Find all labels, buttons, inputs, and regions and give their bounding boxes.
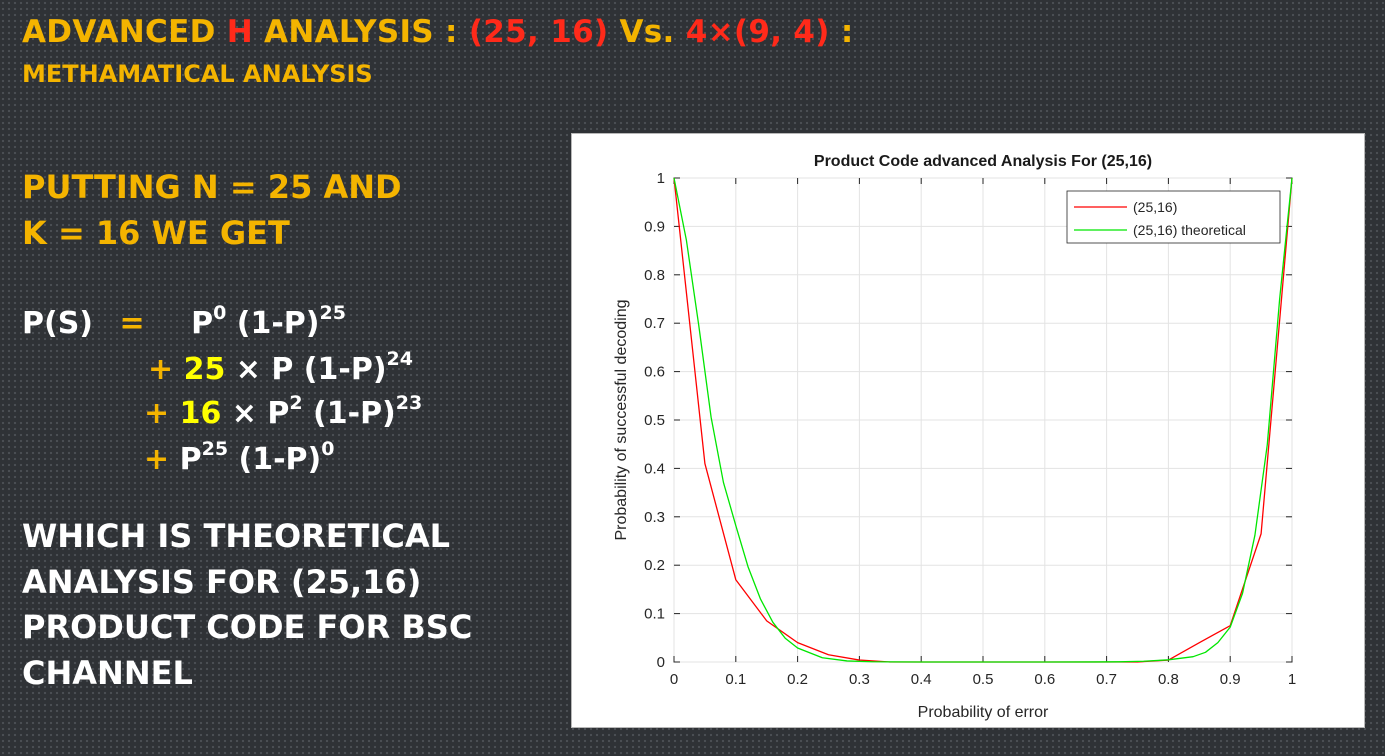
chart-figure: 0 0.1 0.2 0.3 0.4 0.5 0.6 0.7 0.8 0.9 1 0 0.1 0.2 0.3 0… [571,133,1365,728]
title-part: ADVANCED [22,14,227,50]
x-tick-label: 0.1 [725,671,746,688]
x-tick-label: 0.4 [911,671,932,688]
x-tick-label: 0.6 [1034,671,1055,688]
slide-subtitle: METHAMATICAL ANALYSIS [22,60,373,88]
y-tick-label: 0.5 [644,412,665,429]
equation-term-1: P0 (1-P)25 [191,302,346,341]
conclusion-text: WHICH IS THEORETICAL ANALYSIS FOR (25,16… [22,514,472,696]
equation-lhs: P(S) [22,306,94,341]
equation-plus: + [144,442,170,477]
x-tick-label: 0.9 [1220,671,1241,688]
title-colon: : [829,14,854,50]
conclusion-line: CHANNEL [22,653,193,692]
term-exponent: 0 [213,302,227,324]
term-exponent: 23 [395,392,423,414]
y-tick-label: 0.6 [644,364,665,381]
x-tick-label: 0.3 [849,671,870,688]
x-tick-label: 1 [1288,671,1296,688]
equation-line-4: + P25 (1-P)0 [144,438,334,477]
x-tick-label: 0.7 [1096,671,1117,688]
equation-equals: = [119,306,145,341]
grid-lines [673,177,1293,663]
term-text: (1-P) [302,396,396,431]
term-exponent: 2 [289,392,303,414]
term-exponent: 25 [319,302,346,324]
term-text: × P [221,396,290,431]
y-tick-label: 0.8 [644,267,665,284]
y-tick-label: 0 [657,654,665,671]
title-vs: Vs. [608,14,686,50]
line-chart: 0 0.1 0.2 0.3 0.4 0.5 0.6 0.7 0.8 0.9 1 0 0.1 0.2 0.3 0… [613,153,1296,721]
y-tick-label: 0.3 [644,509,665,526]
axis-ticks: 0 0.1 0.2 0.3 0.4 0.5 0.6 0.7 0.8 0.9 1 0 0.1 0.2 0.3 0… [644,170,1296,688]
coefficient-16: 16 [179,396,222,431]
term-text: (1-P) [228,442,322,477]
equation-line-3: + 16 × P2 (1-P)23 [144,392,422,431]
parameter-line: K = 16 WE GET [22,214,290,252]
x-tick-label: 0.5 [973,671,994,688]
series-line-2 [673,177,1293,663]
y-tick-label: 0.1 [644,606,665,623]
x-tick-label: 0.8 [1158,671,1179,688]
x-tick-label: 0 [670,671,678,688]
chart-title: Product Code advanced Analysis For (25,1… [814,153,1152,170]
term-text: × P (1-P) [225,352,387,387]
term-text: P [179,442,202,477]
slide-title: ADVANCED H ANALYSIS : (25, 16) Vs. 4×(9,… [22,14,854,50]
series-lines [673,177,1293,663]
y-tick-label: 0.2 [644,557,665,574]
equation-plus: + [148,352,174,387]
conclusion-line: ANALYSIS FOR (25,16) [22,562,422,601]
term-exponent: 0 [321,438,335,460]
equation-plus: + [144,396,170,431]
y-tick-label: 0.4 [644,460,665,477]
title-highlight-h: H [226,14,253,50]
equation-line-2: + 25 × P (1-P)24 [148,348,413,387]
term-exponent: 25 [201,438,229,460]
term-text: P [191,306,214,341]
legend-label-series-1: (25,16) [1133,199,1177,215]
equation-line-1: P(S) = P0 (1-P)25 [22,302,346,341]
legend-box [1066,190,1281,244]
title-code-a: (25, 16) [468,14,609,50]
term-text: (1-P) [226,306,320,341]
parameter-line: PUTTING N = 25 AND [22,168,402,206]
title-part: ANALYSIS : [252,14,469,50]
x-axis-label: Probability of error [918,704,1049,721]
parameter-statement: PUTTING N = 25 AND K = 16 WE GET [22,164,402,256]
y-tick-label: 0.7 [644,315,665,332]
coefficient-25: 25 [183,352,226,387]
term-exponent: 24 [386,348,413,370]
x-tick-label: 0.2 [787,671,808,688]
y-axis-label: Probability of successful decoding [613,299,630,540]
legend-label-series-2: (25,16) theoretical [1133,222,1246,238]
conclusion-line: WHICH IS THEORETICAL [22,517,451,555]
legend: (25,16) (25,16) theoretical [1066,190,1281,244]
y-tick-label: 1 [657,170,665,187]
title-code-b: 4×(9, 4) [685,14,830,50]
conclusion-line: PRODUCT CODE FOR BSC [22,608,473,646]
y-tick-label: 0.9 [644,218,665,235]
